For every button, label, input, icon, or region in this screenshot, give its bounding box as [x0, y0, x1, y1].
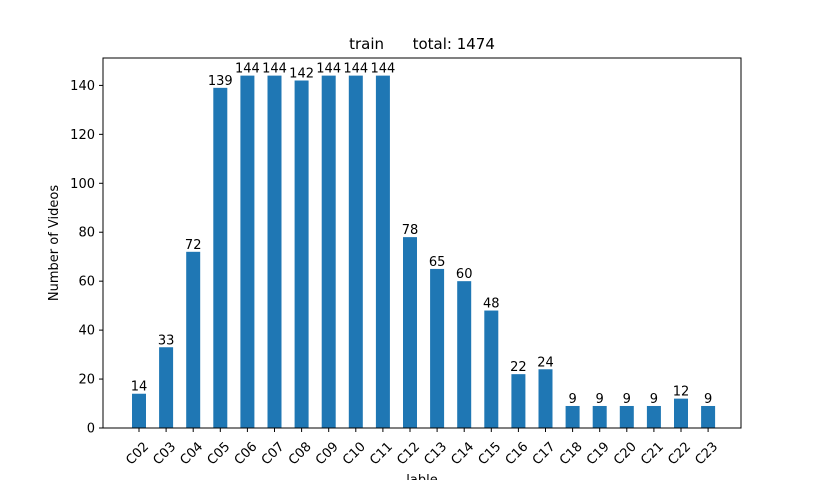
y-tick-label-60: 60	[78, 275, 95, 290]
x-axis: C02C03C04C05C06C07C08C09C10C11C12C13C14C…	[123, 428, 721, 468]
x-tick-label-c16: C16	[503, 439, 532, 468]
x-tick-label-c18: C18	[557, 439, 586, 468]
bar-c05	[213, 87, 228, 428]
bar-c12	[403, 237, 417, 428]
x-tick-label-c21: C21	[638, 439, 667, 468]
x-tick-label-c14: C14	[449, 439, 478, 468]
value-label-c05: 139	[208, 74, 233, 89]
x-tick-label-c05: C05	[205, 439, 234, 468]
bar-c02	[132, 393, 146, 428]
y-axis: 0 20 40 60 80 100 120 140	[70, 79, 103, 437]
y-tick-label-120: 120	[70, 128, 95, 143]
value-label-c02: 14	[131, 380, 148, 395]
bar-c07	[267, 75, 282, 429]
bar-c16	[511, 374, 526, 428]
bar-c10	[348, 75, 363, 429]
y-tick-label-20: 20	[78, 373, 95, 388]
value-label-c20: 9	[623, 392, 631, 407]
plot-frame	[102, 57, 742, 429]
value-label-c17: 24	[537, 355, 554, 370]
value-label-c03: 33	[158, 333, 175, 348]
x-tick-label-c11: C11	[367, 439, 396, 468]
value-label-c09: 144	[316, 62, 341, 77]
y-tick-label-140: 140	[70, 79, 95, 94]
value-label-c04: 72	[185, 238, 202, 253]
x-tick-label-c10: C10	[340, 439, 369, 468]
x-tick-label-c20: C20	[611, 439, 640, 468]
value-label-c18: 9	[568, 392, 576, 407]
value-label-c06: 144	[235, 62, 260, 77]
value-label-c15: 48	[483, 297, 500, 312]
bar-c06	[240, 75, 255, 429]
bar-c14	[457, 281, 472, 428]
value-label-c22: 12	[673, 385, 690, 400]
x-tick-label-c17: C17	[530, 439, 559, 468]
x-tick-label-c15: C15	[476, 439, 505, 468]
bar-c04	[186, 251, 201, 428]
x-tick-label-c13: C13	[421, 439, 450, 468]
x-tick-label-c03: C03	[150, 439, 179, 468]
y-tick-label-100: 100	[70, 177, 95, 192]
bar-c20	[619, 405, 634, 428]
value-label-c21: 9	[650, 392, 658, 407]
x-axis-label: lable	[406, 473, 437, 480]
y-tick-label-40: 40	[78, 324, 95, 339]
bar-c22	[674, 398, 688, 428]
value-label-c08: 142	[289, 67, 314, 82]
x-tick-label-c23: C23	[692, 439, 721, 468]
bar-c23	[701, 405, 716, 428]
bar-c18	[565, 405, 580, 428]
bar-c11	[375, 75, 390, 429]
value-label-c10: 144	[343, 62, 368, 77]
x-tick-label-c22: C22	[665, 439, 694, 468]
value-label-c23: 9	[704, 392, 712, 407]
bar-c21	[646, 405, 661, 428]
y-tick-label-80: 80	[78, 226, 95, 241]
value-label-c19: 9	[596, 392, 604, 407]
bar-c09	[321, 75, 336, 429]
y-tick-label-0: 0	[87, 422, 95, 437]
bar-c19	[592, 405, 607, 428]
bars-group	[132, 75, 716, 429]
x-tick-label-c04: C04	[178, 439, 207, 468]
bar-c17	[538, 369, 553, 428]
value-label-c11: 144	[370, 62, 395, 77]
x-tick-label-c12: C12	[394, 439, 423, 468]
bar-c13	[430, 268, 445, 428]
x-tick-label-c07: C07	[259, 439, 288, 468]
value-label-c07: 144	[262, 62, 287, 77]
x-tick-label-c19: C19	[584, 439, 613, 468]
x-tick-label-c08: C08	[286, 439, 315, 468]
x-tick-label-c02: C02	[123, 439, 152, 468]
x-tick-label-c09: C09	[313, 439, 342, 468]
bar-c15	[484, 310, 499, 428]
bar-c03	[159, 347, 174, 428]
bar-c08	[294, 80, 309, 428]
value-label-c12: 78	[402, 223, 419, 238]
chart-title: train total: 1474	[349, 35, 495, 53]
y-axis-label: Number of Videos	[47, 185, 62, 301]
value-label-c14: 60	[456, 267, 473, 282]
value-label-c13: 65	[429, 255, 446, 270]
value-label-c16: 22	[510, 360, 527, 375]
x-tick-label-c06: C06	[232, 439, 261, 468]
